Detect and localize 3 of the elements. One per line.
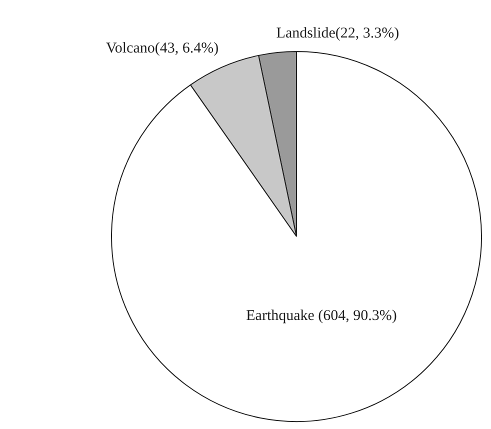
slice-label: Volcano(43, 6.4%) [106, 40, 219, 57]
slice-label: Earthquake (604, 90.3%) [246, 308, 397, 324]
slice-label: Landslide(22, 3.3%) [276, 25, 400, 42]
